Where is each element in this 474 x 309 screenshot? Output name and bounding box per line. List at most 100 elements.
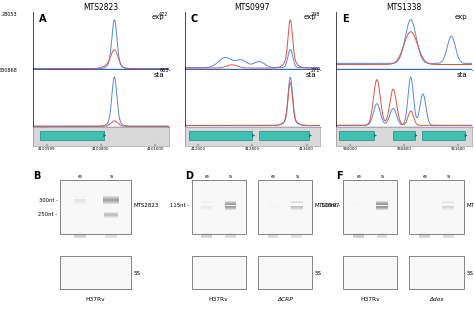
Text: e: e: [356, 174, 360, 179]
Text: exp: exp: [455, 14, 467, 20]
Bar: [201, 234, 212, 235]
Bar: [292, 237, 302, 238]
Text: 413600: 413600: [299, 146, 314, 150]
Text: e: e: [78, 174, 82, 179]
Bar: [376, 205, 388, 207]
Bar: [189, 131, 252, 140]
Bar: [225, 201, 237, 202]
Bar: [103, 202, 118, 203]
Bar: [442, 201, 454, 202]
Bar: [73, 200, 86, 201]
Text: 5S: 5S: [133, 271, 140, 276]
Bar: [376, 201, 388, 202]
Bar: [292, 236, 302, 237]
Bar: [73, 199, 86, 200]
Bar: [104, 212, 118, 213]
Text: e: e: [205, 174, 209, 179]
Bar: [73, 233, 86, 234]
Bar: [60, 180, 131, 234]
Text: sta: sta: [457, 72, 467, 78]
Text: Δdos: Δdos: [429, 298, 444, 303]
Bar: [376, 208, 388, 209]
Title: MTS2823: MTS2823: [83, 3, 118, 12]
Text: s: s: [295, 174, 299, 179]
Bar: [419, 205, 429, 206]
Bar: [225, 208, 237, 209]
Bar: [105, 237, 117, 238]
Bar: [103, 203, 118, 204]
Bar: [443, 237, 454, 238]
Bar: [73, 234, 86, 235]
Bar: [377, 234, 387, 235]
Bar: [419, 203, 429, 204]
Text: 961600: 961600: [451, 146, 465, 150]
Text: A: A: [38, 14, 46, 24]
Text: MTS2823: MTS2823: [133, 203, 159, 208]
Bar: [201, 237, 212, 238]
Bar: [419, 207, 429, 208]
Text: F: F: [337, 171, 343, 181]
Bar: [419, 236, 430, 237]
Bar: [419, 204, 429, 205]
Text: exp: exp: [152, 14, 164, 20]
Text: s: s: [109, 174, 112, 179]
Text: s: s: [229, 174, 232, 179]
Bar: [201, 207, 212, 208]
Bar: [393, 131, 415, 140]
Bar: [376, 209, 388, 210]
Bar: [353, 234, 364, 235]
Text: D: D: [185, 171, 193, 181]
Bar: [443, 236, 454, 237]
Bar: [353, 203, 363, 204]
Bar: [73, 235, 86, 236]
Bar: [60, 256, 131, 290]
Text: ΔCRP: ΔCRP: [277, 298, 293, 303]
Bar: [103, 197, 118, 198]
Text: 300nt -: 300nt -: [38, 198, 57, 203]
Bar: [225, 203, 237, 204]
Bar: [291, 208, 303, 209]
Text: 5S: 5S: [466, 271, 473, 276]
Bar: [225, 237, 236, 238]
Bar: [377, 237, 387, 238]
Bar: [73, 202, 86, 203]
Bar: [353, 204, 363, 205]
Bar: [201, 202, 212, 203]
Bar: [201, 205, 212, 206]
Text: B: B: [33, 171, 41, 181]
Bar: [419, 235, 430, 236]
Bar: [225, 235, 236, 236]
Bar: [377, 235, 387, 236]
Bar: [225, 236, 236, 237]
Text: 4100999: 4100999: [38, 146, 55, 150]
Bar: [73, 236, 86, 237]
Bar: [105, 235, 117, 236]
Bar: [225, 233, 236, 234]
Bar: [225, 234, 236, 235]
Text: 663: 663: [159, 68, 168, 73]
Bar: [268, 206, 278, 207]
Bar: [258, 180, 312, 234]
Text: exp: exp: [303, 14, 316, 20]
Bar: [103, 196, 118, 197]
Text: 960800: 960800: [397, 146, 411, 150]
Bar: [443, 235, 454, 236]
Text: C: C: [190, 14, 197, 24]
Bar: [73, 237, 86, 238]
Text: H37Rv: H37Rv: [209, 298, 228, 303]
Bar: [419, 206, 429, 207]
Text: 5S: 5S: [315, 271, 322, 276]
Bar: [291, 202, 303, 203]
Bar: [105, 233, 117, 234]
Bar: [291, 205, 303, 206]
Bar: [267, 237, 278, 238]
Bar: [376, 202, 388, 203]
Bar: [353, 202, 363, 203]
Title: MTS0997: MTS0997: [235, 3, 270, 12]
Bar: [353, 205, 363, 206]
Bar: [353, 235, 364, 236]
Bar: [376, 203, 388, 204]
Bar: [40, 131, 103, 140]
Bar: [291, 209, 303, 210]
Bar: [442, 202, 454, 203]
